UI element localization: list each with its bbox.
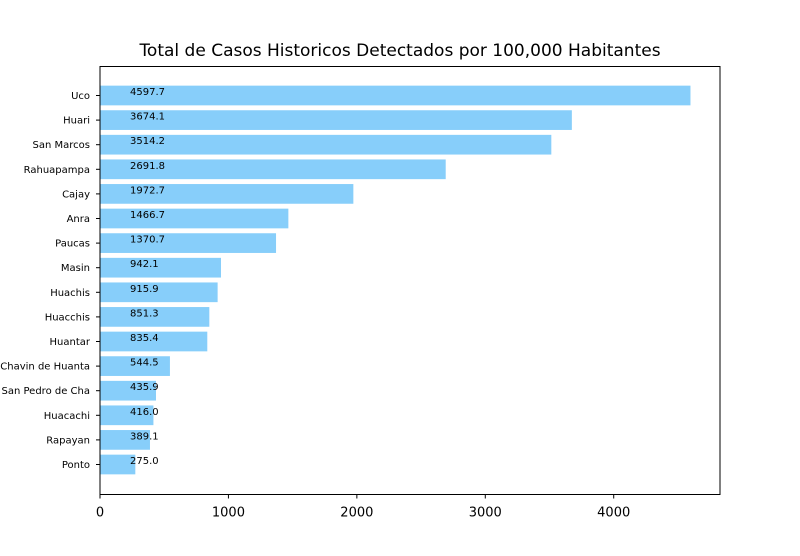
x-tick-label: 1000 xyxy=(212,506,245,521)
bar xyxy=(100,209,288,229)
data-label: 3674.1 xyxy=(130,112,165,123)
y-tick-label: Rapayan xyxy=(46,435,90,446)
data-label: 851.3 xyxy=(130,308,159,319)
data-label: 835.4 xyxy=(130,333,159,344)
x-axis: 0 1000 2000 3000 4000 xyxy=(96,495,630,521)
y-tick-labels: Uco Huari San Marcos Rahuapampa Cajay Anra Pau… xyxy=(0,91,100,471)
y-tick-label: Rahuapampa xyxy=(24,165,90,176)
data-label: 942.1 xyxy=(130,259,159,270)
bar xyxy=(100,233,276,253)
y-tick-label: Uco xyxy=(71,91,90,102)
y-tick-label: Anra xyxy=(67,214,90,225)
bar xyxy=(100,258,221,278)
chart-title: Total de Casos Historicos Detectados por… xyxy=(138,41,660,61)
data-label: 1370.7 xyxy=(130,235,165,246)
x-tick-label: 3000 xyxy=(469,506,502,521)
y-tick-label: San Marcos xyxy=(33,140,90,151)
data-label: 1972.7 xyxy=(130,185,165,196)
y-tick-label: Ponto xyxy=(62,460,90,471)
data-label: 4597.7 xyxy=(130,87,165,98)
y-tick-label: Huacchis xyxy=(45,312,90,323)
bar xyxy=(100,282,218,302)
bars-group xyxy=(100,86,690,475)
y-tick-label: Huachis xyxy=(50,288,90,299)
bar xyxy=(100,135,551,155)
bar xyxy=(100,110,572,130)
data-label: 3514.2 xyxy=(130,136,165,147)
y-tick-label: Chavin de Huanta xyxy=(0,362,90,373)
y-tick-label: Huari xyxy=(63,116,90,127)
y-tick-label: San Pedro de Cha xyxy=(2,386,90,397)
y-tick-label: Cajay xyxy=(62,189,90,200)
data-label: 1466.7 xyxy=(130,210,165,221)
data-label: 416.0 xyxy=(130,407,159,418)
x-tick-label: 4000 xyxy=(597,506,630,521)
data-label: 915.9 xyxy=(130,284,159,295)
data-label: 389.1 xyxy=(130,431,159,442)
y-tick-label: Huantar xyxy=(50,337,91,348)
y-tick-label: Huacachi xyxy=(44,411,90,422)
data-label: 2691.8 xyxy=(130,161,165,172)
y-tick-label: Paucas xyxy=(55,239,90,250)
plot-frame xyxy=(100,67,720,495)
data-label: 435.9 xyxy=(130,382,159,393)
x-tick-label: 0 xyxy=(96,506,104,521)
data-label: 544.5 xyxy=(130,358,159,369)
y-tick-label: Masin xyxy=(61,263,90,274)
bar xyxy=(100,86,690,106)
data-label: 275.0 xyxy=(130,456,159,467)
x-tick-label: 2000 xyxy=(340,506,373,521)
